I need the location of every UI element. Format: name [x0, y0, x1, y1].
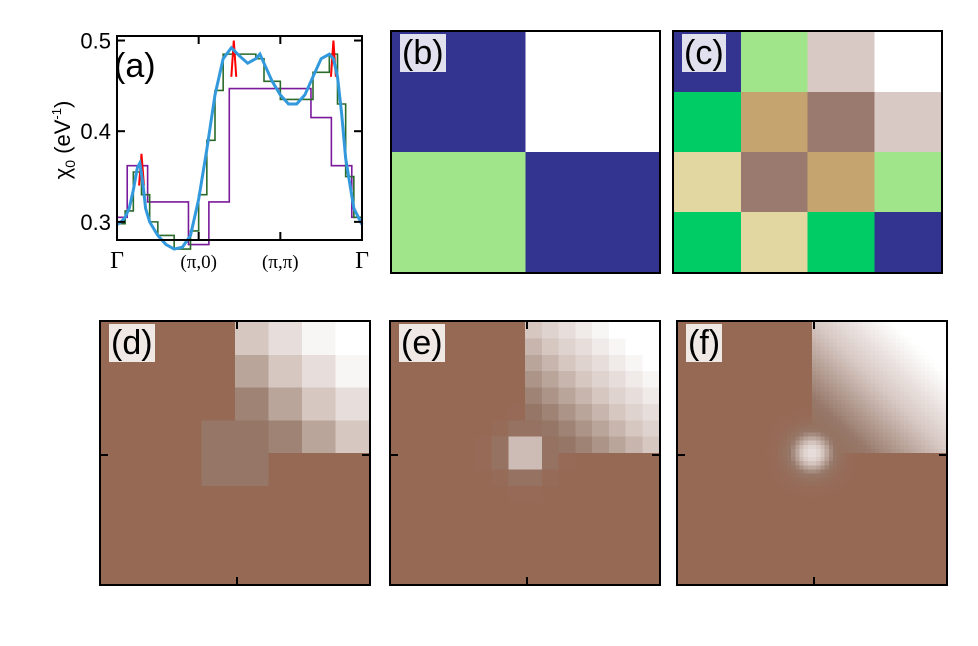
heatmap-e-tick-bottom — [526, 577, 528, 584]
heatmap-f-label: (f) — [686, 324, 723, 362]
ylabel-unit: (eV — [50, 119, 75, 160]
chart-a-xtick-label: Γ — [355, 248, 369, 274]
chart-a-xtick-label: Γ — [110, 248, 124, 274]
heatmap-f: (f) 20 10 — [676, 320, 948, 586]
chart-a-spike-0 — [138, 153, 145, 186]
heatmap-d: (d) — [99, 320, 371, 586]
ylabel-sub: 0 — [62, 160, 78, 168]
heatmap-f-tick-bottom — [813, 577, 815, 584]
heatmap-e-label: (e) — [399, 324, 445, 362]
chart-a-frame — [116, 35, 363, 241]
heatmap-f-tick-right — [939, 454, 946, 456]
chart-a-xtick-label: (π,0) — [180, 252, 217, 273]
chart-a-ytick-label: 0.3 — [80, 210, 111, 235]
ylabel-close: ) — [50, 101, 75, 108]
heatmap-d-tick-top — [236, 322, 238, 329]
heatmap-e: (e) 20 10 — [389, 320, 661, 586]
heatmap-c: (c) — [672, 30, 943, 274]
chart-a-series-curve_cyan — [116, 45, 364, 251]
chart-a-ylabel: χ0 (eV-1) — [49, 101, 78, 180]
heatmap-e-tick-top — [526, 322, 528, 329]
ylabel-sup: -1 — [49, 108, 64, 120]
heatmap-d-tick-left — [101, 454, 108, 456]
heatmap-b-label: (b) — [400, 34, 446, 72]
heatmap-f-canvas — [678, 322, 946, 584]
heatmap-c-label: (c) — [682, 34, 726, 72]
heatmap-d-canvas — [101, 322, 369, 584]
heatmap-e-canvas — [391, 322, 659, 584]
chart-a-spike-1 — [230, 40, 238, 77]
heatmap-e-tick-right — [652, 454, 659, 456]
chart-a-xtick-label: (π,π) — [262, 252, 299, 273]
heatmap-e-tick-left — [391, 454, 398, 456]
chart-a-ticks: 0.3 0.4 0.5 Γ (π,0) (π,π) Γ — [80, 29, 369, 274]
heatmap-b-canvas — [392, 32, 659, 272]
chart-a-series-group — [116, 40, 364, 251]
chart-a-ytick-label: 0.4 — [80, 119, 111, 144]
heatmap-f-tick-left — [678, 454, 685, 456]
chart-a-series-step_purple — [117, 87, 362, 246]
heatmap-d-tick-bottom — [236, 577, 238, 584]
ylabel-chi: χ — [50, 167, 75, 179]
heatmap-d-label: (d) — [109, 324, 155, 362]
heatmap-c-canvas — [674, 32, 941, 272]
heatmap-b: (b) — [390, 30, 661, 274]
heatmap-d-tick-right — [362, 454, 369, 456]
chart-a-ytick-label: 0.5 — [80, 29, 111, 54]
chart-a-panel-label: (a) — [114, 47, 156, 85]
heatmap-f-tick-top — [813, 322, 815, 329]
